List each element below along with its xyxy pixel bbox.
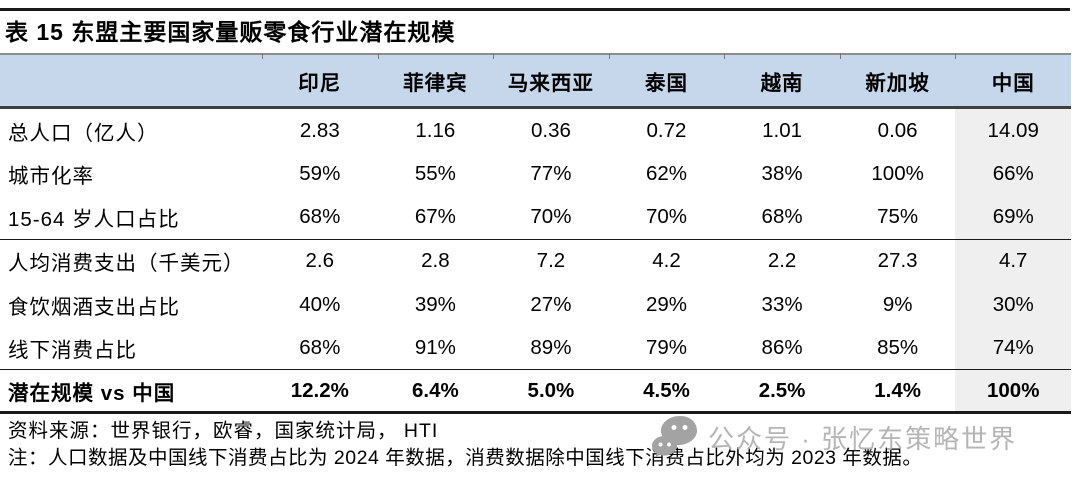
table-cell: 77% (530, 162, 572, 186)
top-rule (0, 8, 1070, 11)
table-cell: 67% (414, 205, 456, 229)
column-header-3: 马来西亚 (493, 53, 609, 106)
table-cell: 55% (414, 162, 456, 186)
table-cell: 4.7 (955, 239, 1071, 283)
table-cell: 68% (299, 205, 341, 229)
table-cell: 69% (955, 196, 1071, 239)
table-cell: 2.8 (421, 249, 450, 273)
table-cell: 29% (645, 292, 687, 316)
table-cell: 9% (882, 292, 913, 316)
row-label: 总人口（亿人） (8, 121, 159, 145)
table-cell: 75% (877, 205, 919, 229)
row-label: 人均消费支出（千美元） (8, 252, 245, 276)
table-cell: 4.5% (643, 378, 690, 402)
table-cell: 14.09 (955, 109, 1071, 153)
table-row: 城市化率 59% 55% 77% 62% 38% 100% 66% (0, 152, 1071, 196)
column-header-1: 印尼 (262, 53, 378, 106)
table-header-row: 印尼 菲律宾 马来西亚 泰国 越南 新加坡 中国 (0, 53, 1071, 109)
column-header-7: 中国 (955, 53, 1071, 106)
table-row: 总人口（亿人） 2.83 1.16 0.36 0.72 1.01 0.06 14.09 (0, 109, 1071, 153)
table-cell: 68% (299, 335, 341, 359)
table-cell: 27% (530, 292, 572, 316)
table-cell: 4.2 (652, 249, 681, 273)
table-title: 表 15 东盟主要国家量贩零食行业潜在规模 (5, 19, 456, 45)
asean-snack-market-table: 印尼 菲律宾 马来西亚 泰国 越南 新加坡 中国 总人口（亿人） 2.83 1.16 0.36 0.… (0, 53, 1071, 414)
table-cell: 74% (955, 326, 1071, 369)
table-row: 人均消费支出（千美元） 2.6 2.8 7.2 4.2 2.2 27.3 4.7 (0, 239, 1071, 283)
report-table-figure: 表 15 东盟主要国家量贩零食行业潜在规模 印尼 菲律宾 马来西亚 泰国 越南 新加坡 中国… (0, 8, 1080, 485)
column-header-4: 泰国 (608, 53, 725, 106)
table-cell: 2.5% (758, 378, 806, 402)
table-cell: 91% (414, 335, 456, 359)
table-cell: 68% (761, 205, 803, 229)
table-row: 食饮烟酒支出占比 40% 39% 27% 29% 33% 9% 30% (0, 283, 1071, 327)
header-corner-cell (0, 55, 262, 106)
table-row: 潜在规模 vs 中国 12.2% 6.4% 5.0% 4.5% 2.5% 1.4% 100% (0, 370, 1071, 411)
table-cell: 12.2% (290, 378, 349, 402)
table-cell: 0.72 (646, 118, 687, 142)
table-cell: 33% (761, 292, 803, 316)
table-cell: 39% (414, 292, 456, 316)
note-line: 注：人口数据及中国线下消费占比为 2024 年数据，消费数据除中国线下消费占比外… (8, 447, 923, 469)
table-cell: 38% (761, 162, 803, 186)
table-row: 15-64 岁人口占比 68% 67% 70% 70% 68% 75% 69% (0, 196, 1071, 240)
table-cell: 62% (645, 162, 687, 186)
table-cell: 86% (761, 335, 803, 359)
table-cell: 2.2 (767, 249, 797, 273)
table-cell: 30% (955, 283, 1071, 327)
table-cell: 89% (530, 335, 572, 359)
row-label: 15-64 岁人口占比 (8, 208, 180, 232)
table-cell: 100% (871, 162, 924, 186)
table-cell: 5.0% (527, 378, 575, 402)
table-cell: 79% (645, 335, 687, 359)
table-cell: 1.4% (874, 378, 921, 402)
row-label: 线下消费占比 (8, 338, 137, 362)
table-cell: 7.2 (536, 249, 566, 273)
column-header-5: 越南 (724, 53, 840, 106)
table-cell: 2.6 (305, 249, 335, 273)
table-cell: 100% (955, 370, 1071, 411)
source-line: 资料来源：世界银行，欧睿，国家统计局， HTI (8, 420, 439, 442)
table-cell: 59% (299, 162, 341, 186)
table-cell: 0.06 (877, 118, 918, 142)
table-cell: 40% (299, 292, 341, 316)
column-header-2: 菲律宾 (377, 53, 494, 106)
table-cell: 85% (877, 335, 919, 359)
table-cell: 1.16 (415, 118, 456, 142)
table-cell: 70% (530, 205, 572, 229)
row-label: 城市化率 (8, 165, 94, 189)
table-row: 线下消费占比 68% 91% 89% 79% 86% 85% 74% (0, 326, 1071, 370)
row-label: 食饮烟酒支出占比 (8, 295, 180, 319)
table-cell: 66% (955, 152, 1071, 196)
table-cell: 1.01 (762, 118, 803, 142)
table-cell: 0.36 (530, 118, 571, 142)
column-header-6: 新加坡 (839, 53, 956, 106)
table-body: 总人口（亿人） 2.83 1.16 0.36 0.72 1.01 0.06 14.09 城市化率… (0, 109, 1071, 411)
table-cell: 70% (645, 205, 687, 229)
table-cell: 6.4% (411, 378, 459, 402)
table-cell: 2.83 (299, 118, 340, 142)
row-label: 潜在规模 vs 中国 (8, 381, 176, 405)
table-cell: 27.3 (877, 249, 918, 273)
